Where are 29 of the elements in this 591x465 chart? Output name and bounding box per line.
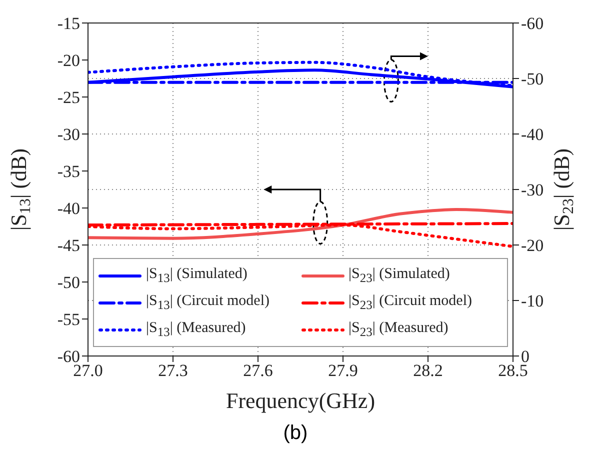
x-axis-title: Frequency(GHz) [226, 388, 376, 413]
y2-tick-label: -30 [521, 180, 544, 200]
text: (b) [282, 422, 309, 445]
y2-tick-label: -20 [521, 236, 544, 256]
y2-tick-label: -50 [521, 70, 544, 89]
y-tick-label: -35 [57, 162, 80, 182]
legend-label: |S$_{13}$| (Simulated) [146, 266, 248, 286]
legend-label: |S$_{23}$| (Simulated) [348, 266, 450, 286]
x-tick-label: 27.6 [243, 361, 273, 380]
y-tick-label: -45 [57, 236, 80, 256]
y-tick-label: -50 [57, 273, 80, 292]
x-tick-label: 27.0 [73, 361, 103, 380]
y2-tick-label: -40 [521, 125, 544, 144]
legend-label: |S$_{13}$| (Circuit model) [146, 292, 270, 312]
legend-label: |S$_{23}$| (Measured) [348, 320, 448, 340]
y-tick-label: -40 [57, 199, 80, 218]
x-tick-label: 28.5 [498, 361, 528, 380]
y-tick-label: -20 [57, 51, 80, 70]
y-tick-label: -55 [57, 310, 80, 330]
legend-label: |S$_{13}$| (Measured) [146, 320, 246, 340]
y2-tick-label: -10 [521, 292, 544, 311]
y2-tick-label: -60 [521, 14, 544, 34]
y-tick-label: -15 [57, 14, 80, 34]
x-tick-label: 27.9 [328, 361, 358, 380]
legend-label: |S$_{23}$| (Circuit model) [348, 292, 472, 312]
y-tick-label: -25 [57, 88, 80, 108]
x-tick-label: 27.3 [158, 361, 188, 380]
y-tick-label: -30 [57, 125, 80, 144]
x-tick-label: 28.2 [413, 361, 443, 380]
